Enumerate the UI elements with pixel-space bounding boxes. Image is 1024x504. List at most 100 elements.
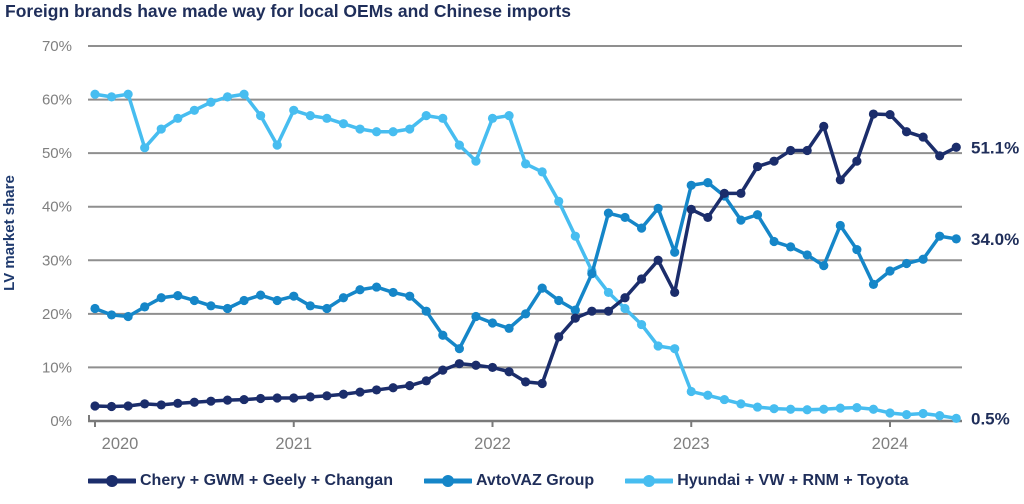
data-point (504, 367, 514, 377)
data-point (653, 255, 663, 265)
data-point (852, 244, 862, 255)
data-point (438, 365, 448, 375)
data-point (636, 223, 647, 233)
legend-item: AvtoVAZ Group (423, 472, 594, 490)
data-point (951, 234, 961, 244)
data-point (388, 383, 398, 393)
data-point (935, 151, 945, 161)
line-chart: 0% 10% 20% 30% 40% 50% 60% 70% 2020 2021 2022 2023 2… (42, 38, 1019, 453)
data-point (951, 413, 961, 423)
data-point (289, 393, 299, 403)
data-point (140, 399, 150, 409)
data-point (90, 89, 100, 99)
data-point (620, 212, 630, 223)
data-point (189, 105, 199, 115)
data-point (521, 309, 531, 319)
data-point (570, 231, 580, 241)
data-point (901, 258, 912, 269)
data-point (454, 140, 464, 150)
data-point (819, 261, 829, 271)
data-point (421, 306, 431, 316)
legend-label: Chery + GWM + Geely + Changan (140, 472, 393, 489)
data-point (670, 287, 680, 298)
legend-label: Hyundai + VW + RNM + Toyota (677, 472, 909, 489)
data-point (786, 404, 796, 414)
data-point (736, 188, 746, 198)
data-point (504, 111, 514, 121)
x-tick-label: 2024 (872, 435, 909, 453)
data-point (835, 403, 845, 413)
data-point (670, 344, 680, 354)
chart-title: Foreign brands have made way for local O… (5, 1, 571, 21)
x-tick-label: 2020 (102, 435, 139, 453)
data-point (272, 140, 282, 150)
data-point (885, 408, 895, 418)
data-point (686, 204, 696, 214)
data-point (786, 242, 796, 252)
data-point (570, 313, 580, 323)
data-point (918, 254, 928, 264)
data-point (471, 360, 481, 370)
data-point (504, 323, 514, 333)
data-point (421, 111, 431, 121)
data-point (106, 310, 117, 320)
data-point (570, 305, 580, 315)
data-point (752, 402, 763, 412)
data-point (90, 401, 100, 411)
data-point (140, 302, 150, 312)
data-point (802, 250, 812, 260)
data-point (537, 167, 547, 177)
data-point (338, 293, 349, 303)
data-point (206, 97, 216, 107)
data-point (371, 282, 382, 292)
data-point (752, 210, 763, 220)
data-point (371, 385, 382, 395)
data-point (421, 376, 431, 386)
data-point (901, 127, 912, 137)
legend-line-marker-icon (423, 475, 472, 487)
data-point (554, 295, 564, 306)
data-point (206, 396, 216, 406)
data-point (222, 92, 233, 102)
data-point (405, 291, 415, 301)
data-point (305, 392, 315, 402)
data-point (885, 266, 895, 276)
data-point (487, 362, 498, 373)
data-point (786, 145, 796, 156)
x-tick-label: 2022 (474, 435, 511, 453)
data-point (935, 231, 945, 241)
y-tick-label: 10% (42, 359, 72, 376)
data-point (239, 89, 249, 99)
data-point (487, 318, 498, 328)
data-point (156, 400, 166, 410)
data-point (868, 404, 879, 414)
data-point (918, 408, 928, 419)
y-tick-label: 0% (50, 413, 72, 430)
data-point (686, 180, 696, 190)
data-point (868, 279, 879, 289)
data-point (918, 132, 928, 142)
data-point (322, 303, 332, 314)
data-point (852, 156, 862, 166)
data-point (736, 215, 746, 225)
data-point (802, 145, 812, 156)
data-point (338, 389, 349, 399)
data-point (289, 291, 299, 301)
data-point (686, 386, 696, 397)
y-tick-label: 40% (42, 199, 72, 216)
x-tick-label: 2023 (673, 435, 710, 453)
data-point (620, 303, 630, 314)
data-point (719, 394, 729, 405)
data-point (156, 293, 166, 303)
data-point (106, 92, 117, 102)
data-point (719, 188, 729, 198)
data-point (173, 398, 183, 408)
data-point (405, 124, 415, 134)
data-point (620, 293, 630, 303)
data-point (189, 295, 199, 306)
data-point (537, 378, 547, 389)
data-point (371, 127, 382, 137)
data-point (123, 89, 133, 99)
data-point (521, 159, 531, 169)
data-point (636, 274, 647, 284)
